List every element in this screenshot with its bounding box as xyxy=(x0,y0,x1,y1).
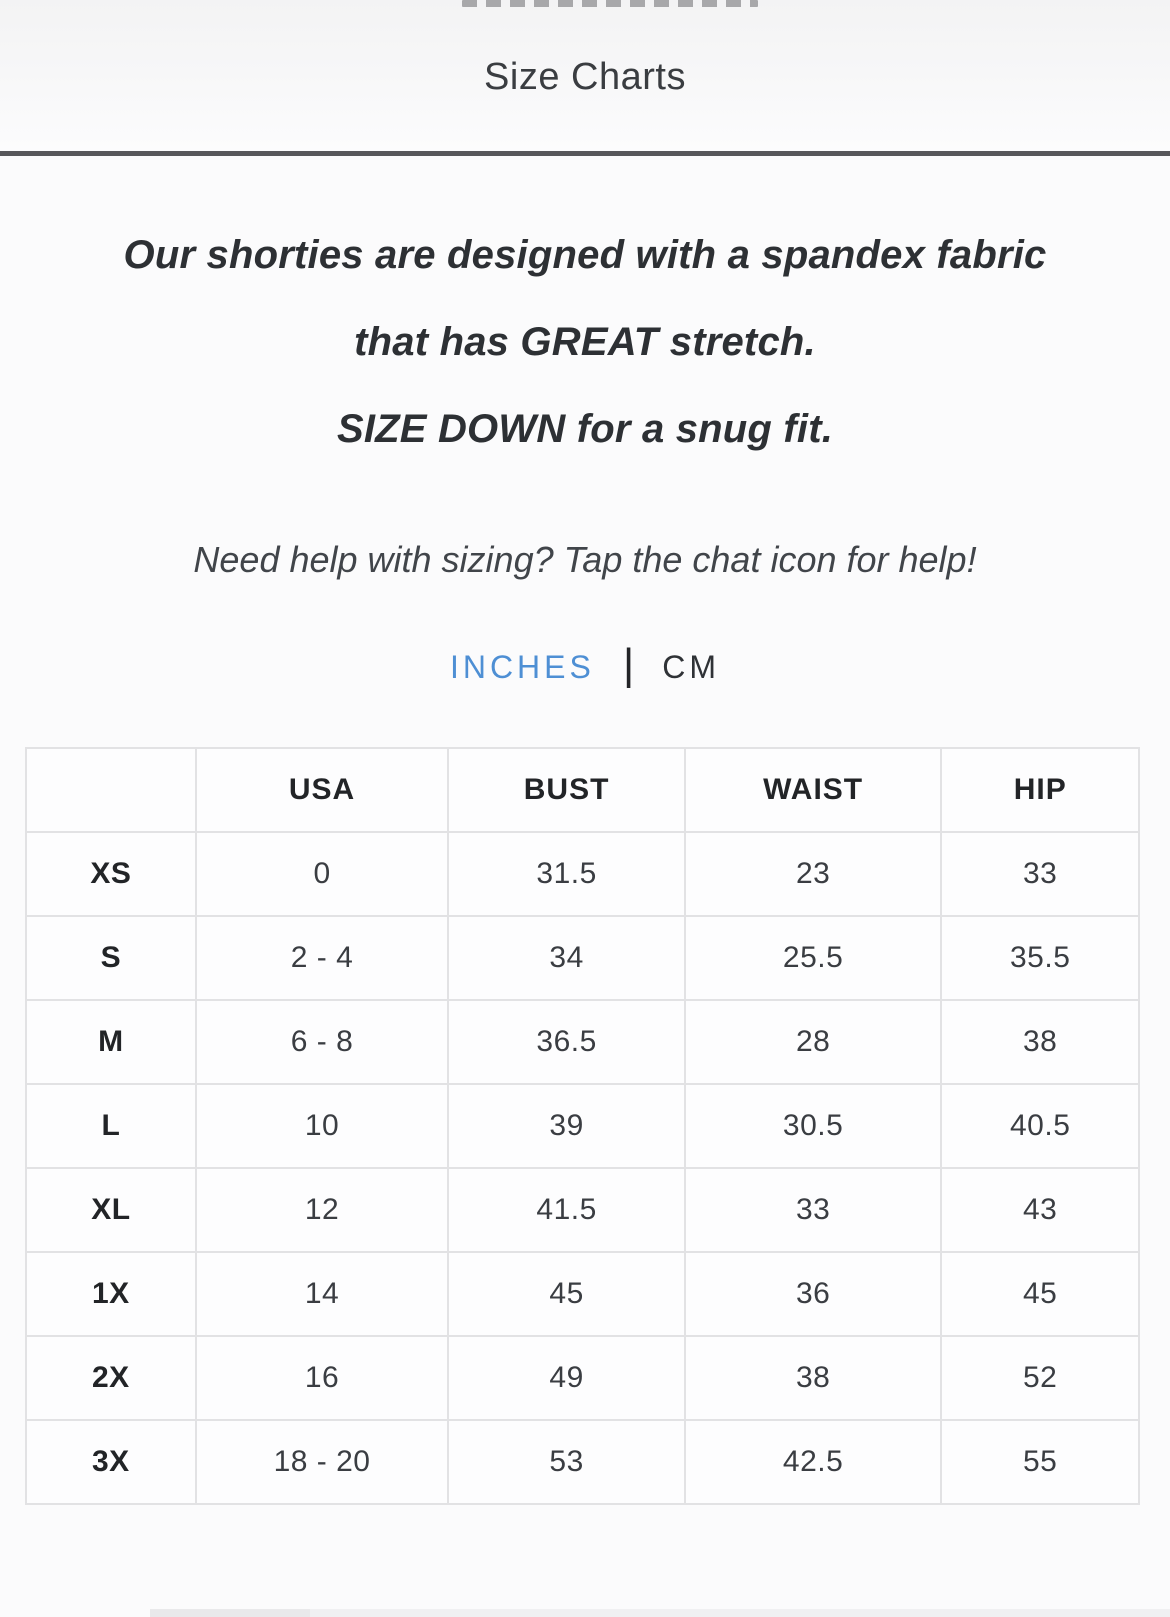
bottom-edge-artifact xyxy=(150,1609,1170,1617)
size-table-body: XS 0 31.5 23 33 S 2 - 4 34 25.5 35.5 M 6 - 8 36.5 28 3… xyxy=(25,831,1140,1505)
cell-bust: 41.5 xyxy=(447,1167,686,1253)
cell-waist: 23 xyxy=(683,831,943,917)
cell-hip: 45 xyxy=(940,1251,1140,1337)
row-size-label: XS xyxy=(25,831,197,917)
table-header-row: USA BUST WAIST HIP xyxy=(25,747,1140,833)
column-header-bust: BUST xyxy=(447,747,686,833)
table-row: XL 12 41.5 33 43 xyxy=(25,1167,1140,1253)
cell-usa: 14 xyxy=(194,1251,450,1337)
intro-line-2: that has GREAT stretch. xyxy=(354,320,816,364)
intro-line-3: SIZE DOWN for a snug fit. xyxy=(336,407,834,451)
modal-header: Size Charts xyxy=(0,0,1170,156)
cell-bust: 39 xyxy=(447,1083,686,1169)
cell-usa: 0 xyxy=(194,831,450,917)
cell-hip: 35.5 xyxy=(940,915,1140,1001)
cell-hip: 40.5 xyxy=(940,1083,1140,1169)
row-size-label: 1X xyxy=(25,1251,197,1337)
cell-hip: 38 xyxy=(940,999,1140,1085)
cell-bust: 45 xyxy=(447,1251,686,1337)
cell-hip: 52 xyxy=(940,1335,1140,1421)
cell-bust: 49 xyxy=(447,1335,686,1421)
cell-bust: 34 xyxy=(447,915,686,1001)
cell-waist: 33 xyxy=(683,1167,943,1253)
row-size-label: 3X xyxy=(25,1419,197,1505)
unit-option-inches[interactable]: INCHES xyxy=(449,648,595,685)
column-header-hip: HIP xyxy=(940,747,1140,833)
cell-usa: 16 xyxy=(194,1335,450,1421)
cell-waist: 36 xyxy=(683,1251,943,1337)
page-title: Size Charts xyxy=(484,56,686,98)
table-row: 1X 14 45 36 45 xyxy=(25,1251,1140,1337)
cell-waist: 28 xyxy=(683,999,943,1085)
cell-bust: 31.5 xyxy=(447,831,686,917)
unit-option-cm[interactable]: CM xyxy=(662,648,721,685)
row-size-label: M xyxy=(25,999,197,1085)
table-row: L 10 39 30.5 40.5 xyxy=(25,1083,1140,1169)
intro-line-1: Our shorties are designed with a spandex… xyxy=(123,233,1047,277)
cell-waist: 38 xyxy=(683,1335,943,1421)
cell-hip: 43 xyxy=(940,1167,1140,1253)
cell-usa: 12 xyxy=(194,1167,450,1253)
row-size-label: 2X xyxy=(25,1335,197,1421)
size-chart-table: USA BUST WAIST HIP XS 0 31.5 23 33 S 2 - 4 34 25.5 3… xyxy=(25,747,1140,1505)
cell-bust: 36.5 xyxy=(447,999,686,1085)
cell-waist: 30.5 xyxy=(683,1083,943,1169)
column-header-usa: USA xyxy=(194,747,450,833)
row-size-label: S xyxy=(25,915,197,1001)
intro-text: Our shorties are designed with a spandex… xyxy=(0,212,1170,473)
help-text: Need help with sizing? Tap the chat icon… xyxy=(193,539,977,580)
row-size-label: XL xyxy=(25,1167,197,1253)
cell-bust: 53 xyxy=(447,1419,686,1505)
row-size-label: L xyxy=(25,1083,197,1169)
cell-waist: 25.5 xyxy=(683,915,943,1001)
cell-hip: 33 xyxy=(940,831,1140,917)
cutoff-text-fragment xyxy=(462,0,758,7)
cell-waist: 42.5 xyxy=(683,1419,943,1505)
cell-usa: 6 - 8 xyxy=(194,999,450,1085)
cell-usa: 10 xyxy=(194,1083,450,1169)
cell-usa: 18 - 20 xyxy=(194,1419,450,1505)
table-row: 3X 18 - 20 53 42.5 55 xyxy=(25,1419,1140,1505)
table-row: 2X 16 49 38 52 xyxy=(25,1335,1140,1421)
unit-toggle: INCHES | CM xyxy=(0,640,1170,689)
unit-separator: | xyxy=(622,640,635,689)
cell-hip: 55 xyxy=(940,1419,1140,1505)
cell-usa: 2 - 4 xyxy=(194,915,450,1001)
table-row: XS 0 31.5 23 33 xyxy=(25,831,1140,917)
corner-cell xyxy=(25,747,197,833)
column-header-waist: WAIST xyxy=(683,747,943,833)
